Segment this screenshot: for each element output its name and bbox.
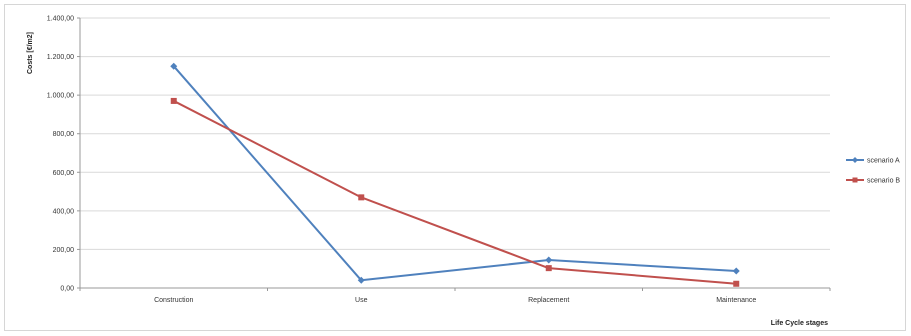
series-line [173, 100, 737, 285]
grid [80, 17, 830, 250]
x-tick-label: Construction [154, 297, 193, 304]
data-point [357, 276, 365, 284]
data-point [170, 62, 178, 70]
y-tick-label: 800,00 [53, 131, 75, 138]
series-line [172, 65, 737, 282]
legend-marker [852, 177, 858, 183]
legend-entry: scenario A [846, 157, 900, 165]
chart-frame [4, 4, 906, 331]
legend-label: scenario A [867, 158, 900, 165]
legend-marker [852, 157, 858, 163]
data-point [733, 280, 740, 287]
data-point [545, 256, 553, 264]
series-scenario-b [170, 97, 740, 287]
y-axis-title: Costs [€/m2] [27, 32, 34, 74]
y-tick-label: 1.000,00 [47, 93, 74, 100]
y-tick-label: 400,00 [53, 208, 75, 215]
y-tick-label: 1.200,00 [47, 54, 74, 61]
data-point [358, 194, 365, 201]
x-tick-label: Replacement [528, 297, 569, 304]
legend-label: scenario B [867, 178, 900, 185]
x-axis-ticks: Construction Use Replacement Maintenance [79, 288, 831, 304]
x-tick-label: Use [355, 297, 368, 304]
y-tick-label: 200,00 [53, 247, 75, 254]
y-tick-label: 1.400,00 [47, 16, 74, 23]
legend-entry: scenario B [846, 177, 900, 185]
data-point [545, 265, 552, 272]
x-axis-title: Life Cycle stages [771, 320, 828, 327]
data-point [732, 267, 740, 275]
series-scenario-a [170, 62, 740, 284]
legend: scenario A scenario B [846, 157, 900, 185]
y-tick-label: 600,00 [53, 170, 75, 177]
y-tick-label: 0,00 [60, 286, 74, 293]
data-point [170, 97, 177, 104]
y-axis-ticks: 0,00 200,00 400,00 600,00 800,00 1.000,00 1.20… [47, 16, 80, 293]
series-layer [170, 62, 740, 287]
x-tick-label: Maintenance [716, 297, 756, 304]
